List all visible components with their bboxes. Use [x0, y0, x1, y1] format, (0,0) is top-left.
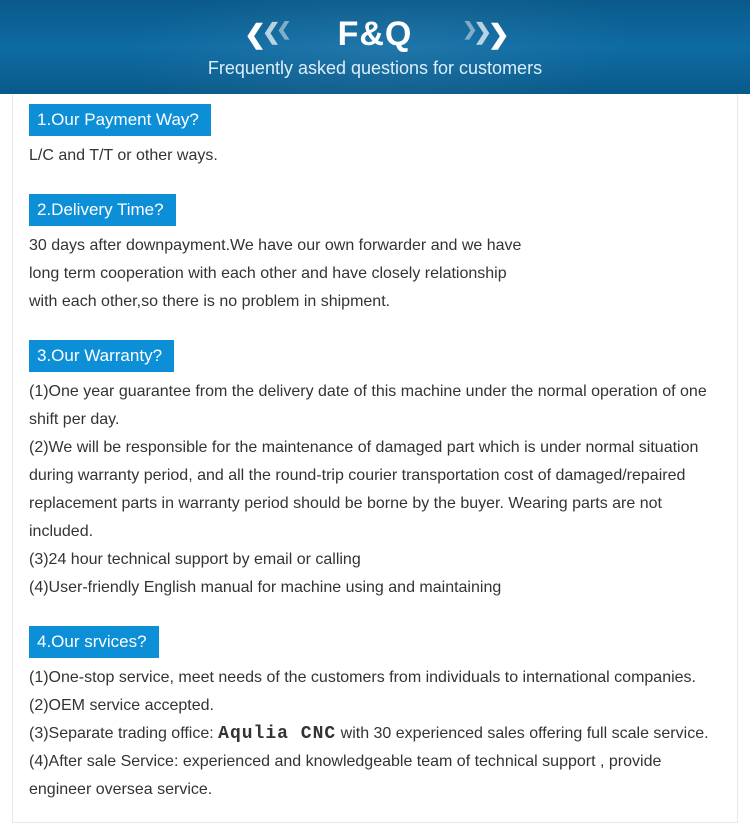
- chevron-left-icon: ❮❮❮: [244, 19, 287, 50]
- chevron-right-icon: ❯❯❯: [462, 19, 505, 50]
- faq-content: 1.Our Payment Way? L/C and T/T or other …: [12, 94, 738, 823]
- faq-text: with 30 experienced sales offering full …: [336, 725, 708, 742]
- faq-line: 30 days after downpayment.We have our ow…: [29, 232, 721, 260]
- faq-body: L/C and T/T or other ways.: [29, 142, 721, 170]
- faq-body: 30 days after downpayment.We have our ow…: [29, 232, 721, 316]
- faq-header: 4.Our srvices?: [29, 626, 159, 658]
- banner-title: F&Q: [338, 15, 413, 54]
- faq-header: 1.Our Payment Way?: [29, 104, 211, 136]
- faq-line: (3)24 hour technical support by email or…: [29, 546, 721, 574]
- faq-item: 1.Our Payment Way? L/C and T/T or other …: [29, 102, 721, 170]
- faq-line: (4)User-friendly English manual for mach…: [29, 574, 721, 602]
- faq-header: 3.Our Warranty?: [29, 340, 174, 372]
- banner-subtitle: Frequently asked questions for customers: [208, 58, 542, 79]
- faq-item: 4.Our srvices? (1)One-stop service, meet…: [29, 624, 721, 804]
- faq-page: ❮❮❮ F&Q ❯❯❯ Frequently asked questions f…: [0, 0, 750, 823]
- faq-line: (1)One-stop service, meet needs of the c…: [29, 664, 721, 692]
- faq-line: with each other,so there is no problem i…: [29, 288, 721, 316]
- faq-line: (3)Separate trading office: Aqulia CNC w…: [29, 720, 721, 748]
- faq-line: (2)We will be responsible for the mainte…: [29, 434, 721, 546]
- faq-line: (4)After sale Service: experienced and k…: [29, 748, 721, 804]
- faq-item: 2.Delivery Time? 30 days after downpayme…: [29, 192, 721, 316]
- faq-item: 3.Our Warranty? (1)One year guarantee fr…: [29, 338, 721, 602]
- faq-line: (1)One year guarantee from the delivery …: [29, 378, 721, 434]
- faq-text: (3)Separate trading office:: [29, 725, 218, 742]
- faq-banner: ❮❮❮ F&Q ❯❯❯ Frequently asked questions f…: [0, 0, 750, 94]
- faq-line: L/C and T/T or other ways.: [29, 142, 721, 170]
- faq-header: 2.Delivery Time?: [29, 194, 176, 226]
- brand-name: Aqulia CNC: [218, 724, 336, 744]
- banner-title-row: ❮❮❮ F&Q ❯❯❯: [244, 15, 505, 54]
- faq-line: (2)OEM service accepted.: [29, 692, 721, 720]
- faq-line: long term cooperation with each other an…: [29, 260, 721, 288]
- faq-body: (1)One-stop service, meet needs of the c…: [29, 664, 721, 804]
- faq-body: (1)One year guarantee from the delivery …: [29, 378, 721, 602]
